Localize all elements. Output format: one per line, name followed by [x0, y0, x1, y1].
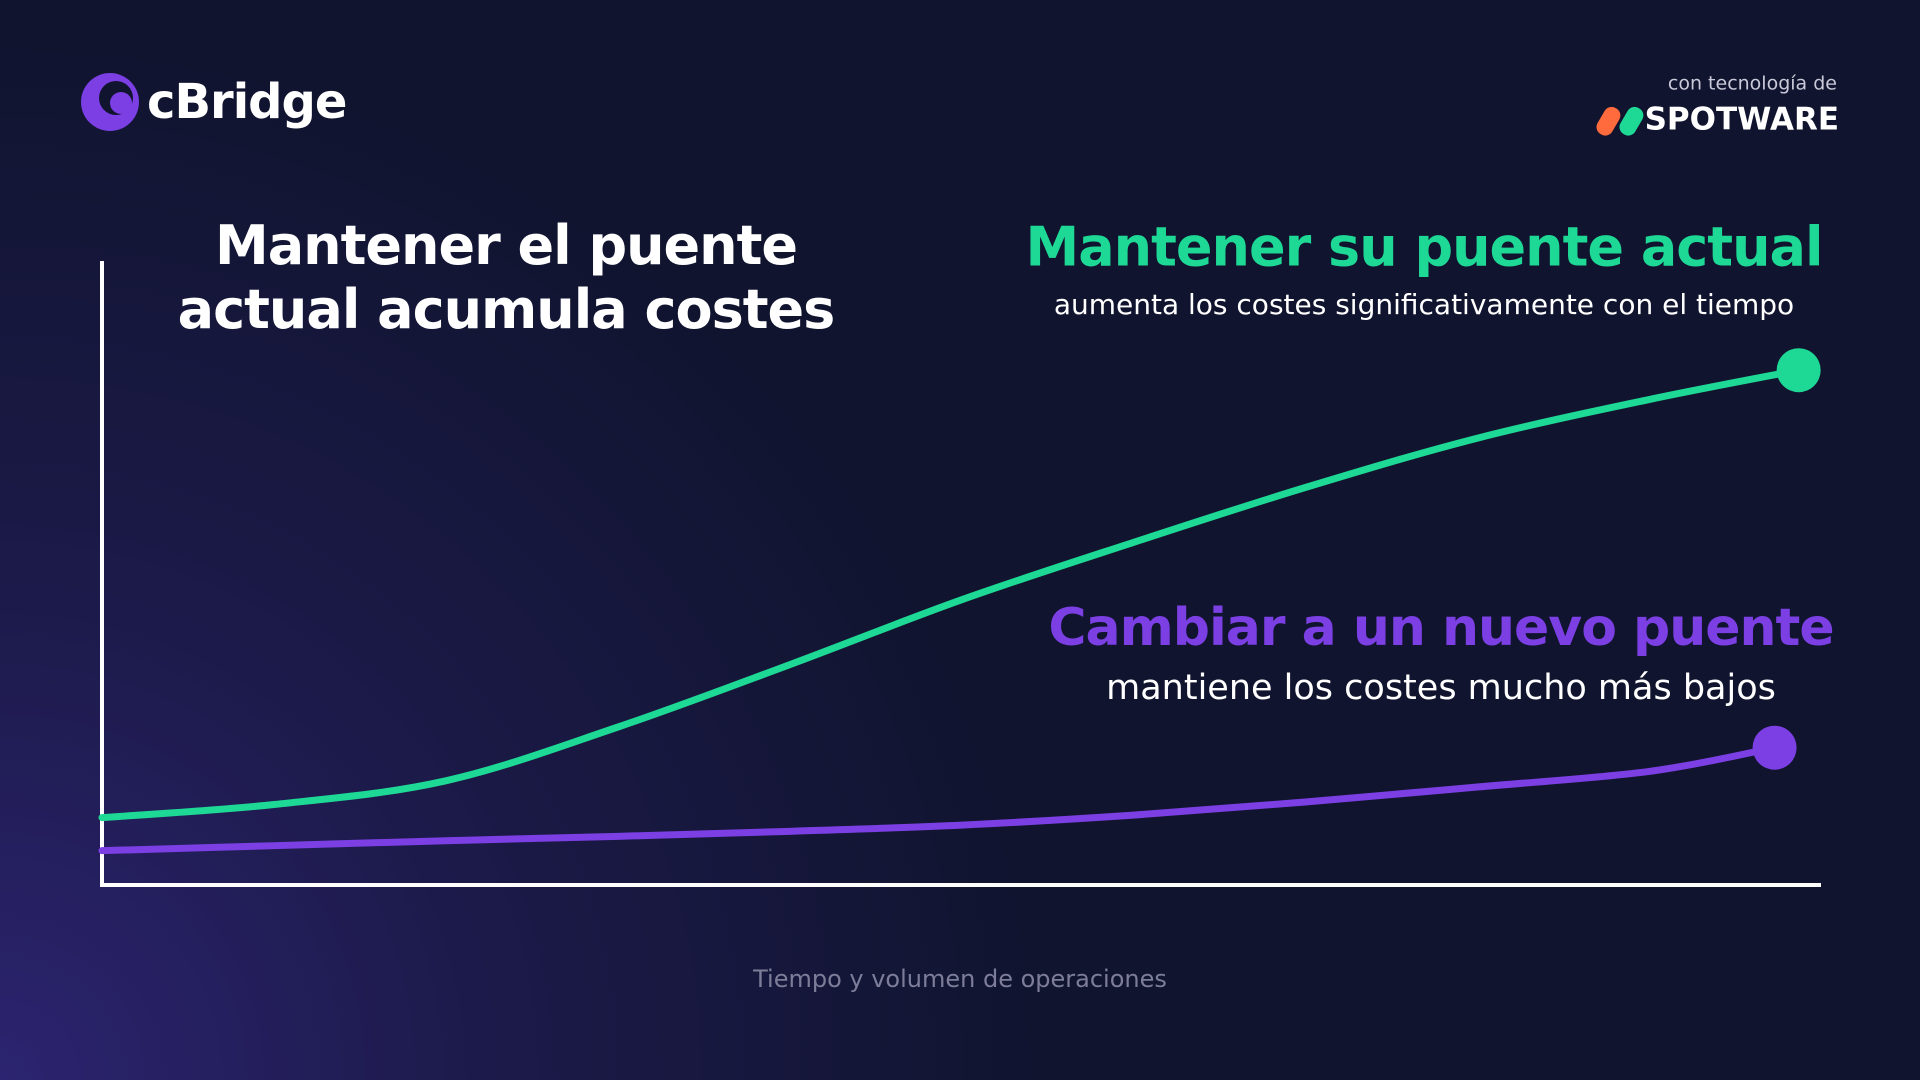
series-line	[98, 366, 1803, 822]
powered-by: con tecnología de	[1668, 73, 1837, 95]
x-axis-label: Tiempo y volumen de operaciones	[752, 965, 1167, 993]
series-label: Cambiar a un nuevo puente	[1048, 598, 1833, 658]
end-point	[1776, 348, 1821, 393]
partner-name: SPOTWARE	[1645, 102, 1839, 138]
series-description: mantiene los costes mucho más bajos	[1106, 668, 1776, 708]
logo-text: cBridge	[147, 74, 346, 130]
chart-title: Mantener el puente actual acumula costes	[177, 214, 836, 341]
series-line	[98, 744, 1779, 855]
partner-icon	[1596, 106, 1644, 136]
logo-icon	[81, 73, 139, 131]
end-point	[1752, 725, 1797, 770]
series-description: aumenta los costes significativamente co…	[1054, 288, 1794, 321]
series-label: Mantener su puente actual	[1026, 216, 1823, 279]
